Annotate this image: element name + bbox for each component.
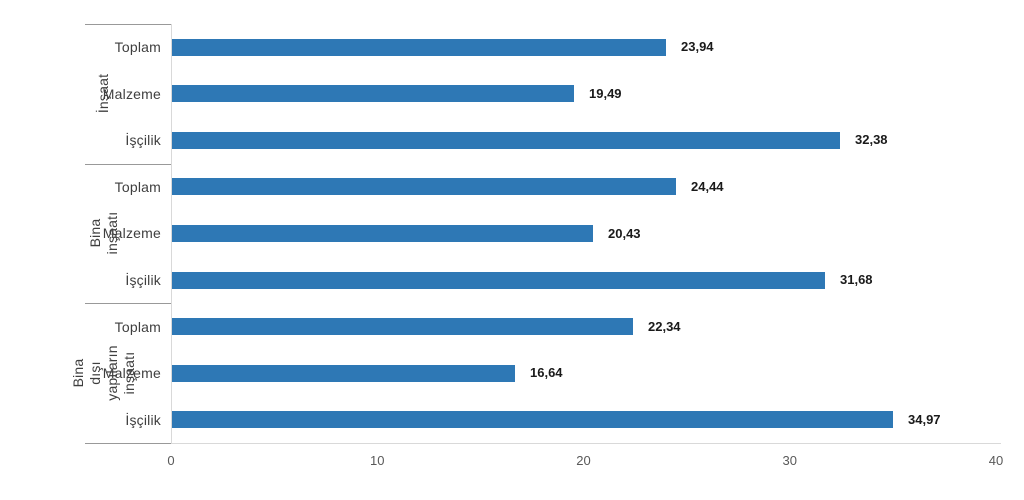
category-label: İşçilik: [125, 132, 161, 149]
value-label: 32,38: [855, 132, 888, 147]
bar: [172, 318, 633, 335]
category-label: Malzeme: [102, 365, 161, 382]
x-axis-tick-label: 0: [167, 453, 175, 468]
bar: [172, 365, 515, 382]
category-label: İşçilik: [125, 411, 161, 428]
category-label: İşçilik: [125, 272, 161, 289]
x-axis-line: [171, 443, 1001, 444]
bar: [172, 178, 676, 195]
value-label: 24,44: [691, 179, 724, 194]
group-separator: [85, 164, 171, 165]
y-axis-line: [171, 24, 172, 443]
x-axis-tick-label: 40: [988, 453, 1004, 468]
value-label: 31,68: [840, 272, 873, 287]
group-separator: [85, 303, 171, 304]
value-label: 16,64: [530, 365, 563, 380]
value-label: 23,94: [681, 39, 714, 54]
value-label: 19,49: [589, 86, 622, 101]
category-label: Malzeme: [102, 225, 161, 242]
value-label: 34,97: [908, 412, 941, 427]
group-separator: [85, 443, 171, 444]
bar: [172, 411, 893, 428]
category-label: Toplam: [114, 318, 161, 335]
bar: [172, 132, 840, 149]
value-label: 20,43: [608, 226, 641, 241]
group-separator: [85, 24, 171, 25]
x-axis-tick-label: 20: [576, 453, 591, 468]
category-label: Toplam: [114, 178, 161, 195]
x-axis-tick-label: 10: [370, 453, 385, 468]
bar: [172, 39, 666, 56]
category-label: Malzeme: [102, 85, 161, 102]
category-label: Toplam: [114, 39, 161, 56]
x-axis-tick-label: 30: [782, 453, 797, 468]
value-label: 22,34: [648, 319, 681, 334]
bar: [172, 272, 825, 289]
bar: [172, 225, 593, 242]
bar: [172, 85, 574, 102]
